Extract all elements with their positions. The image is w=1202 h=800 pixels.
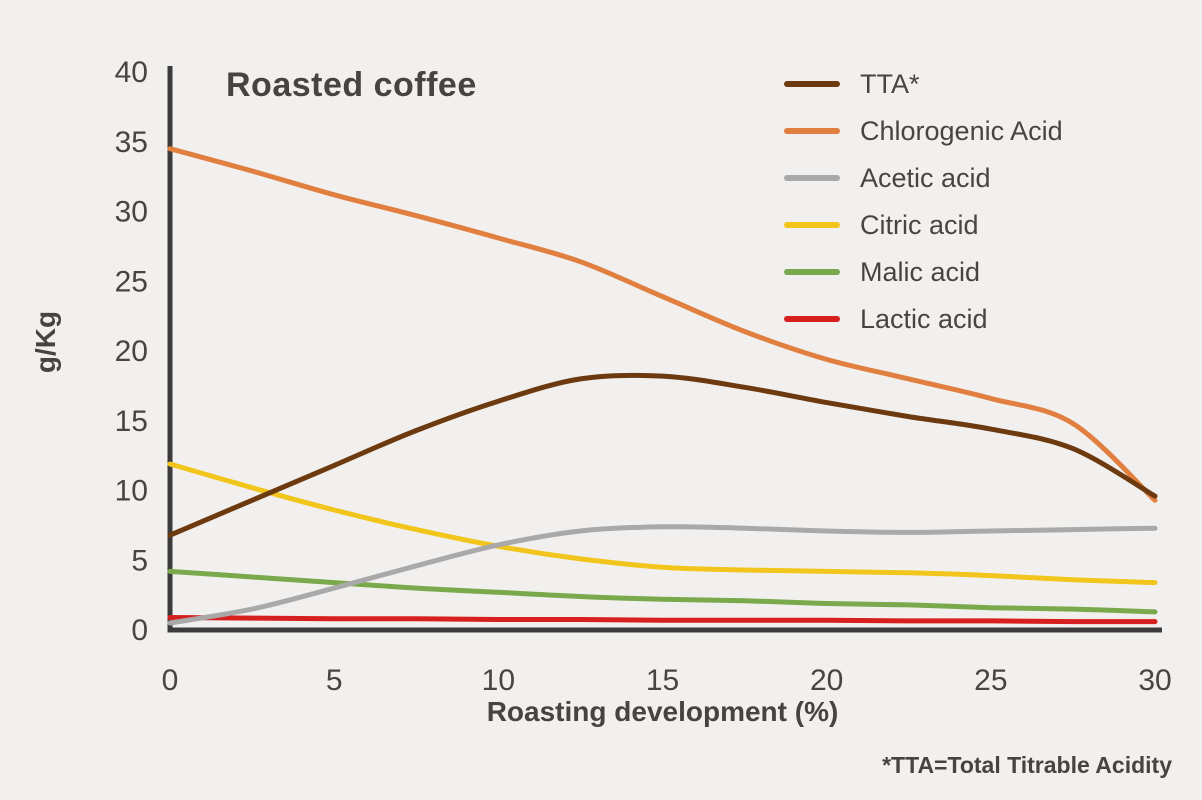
series-line-lactic-acid bbox=[167, 614, 1158, 625]
legend-label: Lactic acid bbox=[860, 303, 988, 334]
series-line-malic-acid bbox=[167, 568, 1158, 615]
legend-item-malic-acid: Malic acid bbox=[784, 256, 1063, 287]
y-tick-label: 40 bbox=[115, 56, 148, 89]
footnote: *TTA=Total Titrable Acidity bbox=[882, 752, 1172, 778]
x-tick-label: 25 bbox=[974, 664, 1007, 697]
series-line-citric-acid bbox=[167, 461, 1158, 586]
legend-label: Chlorogenic Acid bbox=[860, 115, 1063, 146]
legend-item-tta: TTA* bbox=[784, 68, 1063, 99]
y-tick-label: 20 bbox=[115, 335, 148, 368]
axes bbox=[167, 66, 1162, 633]
legend-item-citric-acid: Citric acid bbox=[784, 209, 1063, 240]
legend-swatch-lactic-acid bbox=[784, 316, 840, 322]
x-tick-label: 30 bbox=[1138, 664, 1171, 697]
legend-swatch-malic-acid bbox=[784, 269, 840, 275]
x-tick-label: 20 bbox=[810, 664, 843, 697]
legend-swatch-citric-acid bbox=[784, 222, 840, 228]
y-tick-label: 10 bbox=[115, 475, 148, 508]
legend-item-chlorogenic-acid: Chlorogenic Acid bbox=[784, 115, 1063, 146]
x-axis-title: Roasting development (%) bbox=[486, 696, 839, 727]
y-tick-label: 30 bbox=[115, 196, 148, 229]
y-tick-label: 5 bbox=[131, 544, 148, 577]
legend-item-lactic-acid: Lactic acid bbox=[784, 303, 1063, 334]
y-axis-title: g/Kg bbox=[30, 310, 61, 374]
y-tick-label: 35 bbox=[115, 126, 148, 159]
legend-label: Malic acid bbox=[860, 256, 981, 287]
legend-swatch-chlorogenic-acid bbox=[784, 128, 840, 134]
y-tick-label: 25 bbox=[115, 265, 148, 298]
x-tick-label: 15 bbox=[646, 664, 679, 697]
x-tick-label: 0 bbox=[162, 664, 179, 697]
legend-label: Acetic acid bbox=[860, 162, 991, 193]
legend-label: Citric acid bbox=[860, 209, 979, 240]
legend-swatch-acetic-acid bbox=[784, 175, 840, 181]
legend-item-acetic-acid: Acetic acid bbox=[784, 162, 1063, 193]
x-tick-label: 10 bbox=[482, 664, 515, 697]
y-tick-label: 15 bbox=[115, 405, 148, 438]
x-tick-label: 5 bbox=[326, 664, 343, 697]
series-line-chlorogenic-acid bbox=[167, 146, 1158, 503]
series-line-acetic-acid bbox=[167, 524, 1158, 626]
legend: TTA* Chlorogenic Acid Acetic acid Citric ac… bbox=[784, 68, 1063, 334]
legend-label: TTA* bbox=[860, 68, 920, 99]
legend-swatch-tta bbox=[784, 81, 840, 87]
y-tick-label: 0 bbox=[131, 614, 148, 647]
chart-title: Roasted coffee bbox=[226, 66, 477, 104]
series-line-tta bbox=[167, 372, 1158, 538]
